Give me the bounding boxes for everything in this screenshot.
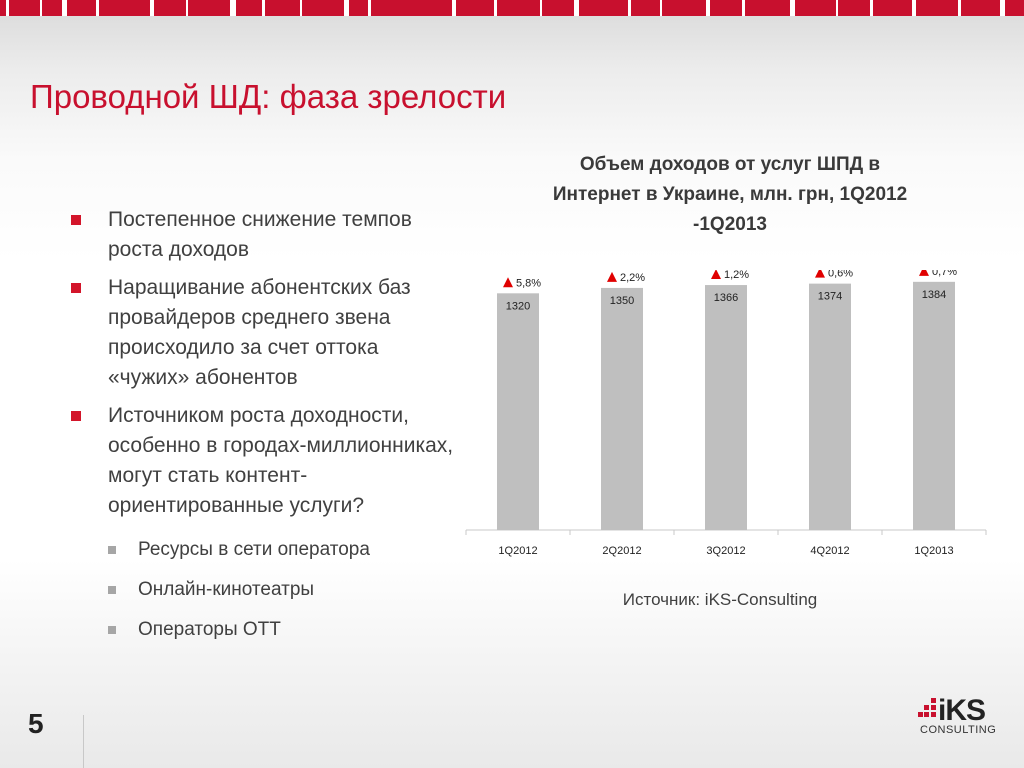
x-category-label: 1Q2012 (498, 545, 537, 557)
sub-bullet-item: Онлайн-кинотеатры (68, 577, 458, 603)
growth-label: 2,2% (620, 272, 645, 284)
logo-squares-icon (918, 698, 936, 717)
page-number: 5 (28, 708, 44, 739)
growth-up-triangle (503, 277, 513, 288)
sub-bullet-square-icon (108, 626, 116, 634)
source-note: Источник: iKS-Consulting (622, 590, 818, 609)
sub-bullet-square-icon (108, 586, 116, 594)
sub-bullet-item: Ресурсы в сети оператора (68, 537, 458, 563)
x-category-label: 1Q2013 (914, 545, 953, 557)
revenue-bar-chart: 1320 5,8% 1Q2012 1350 2,2% 2Q2012 1366 1,2% 3Q20… (465, 270, 987, 557)
bullet-list: Постепенное снижение темпов роста доходо… (68, 205, 458, 657)
sub-bullet-text: Ресурсы в сети оператора (138, 539, 370, 560)
sub-bullet-text: Онлайн-кинотеатры (138, 579, 315, 600)
growth-up-triangle (607, 271, 617, 282)
chart-title: Объем доходов от услуг ШПД в Интернет в … (552, 154, 908, 235)
growth-label: 5,8% (516, 277, 541, 289)
x-category-label: 4Q2012 (810, 545, 849, 557)
bar (705, 285, 747, 530)
bullet-square-icon (71, 215, 81, 225)
sub-bullet-square-icon (108, 546, 116, 554)
bar (809, 283, 851, 530)
bullet-item: Источником роста доходности, особенно в … (68, 401, 458, 521)
growth-up-triangle (815, 270, 825, 278)
growth-label: 1,2% (724, 270, 749, 281)
bullet-square-icon (71, 411, 81, 421)
growth-label: 0,6% (828, 270, 853, 280)
bar-value-label: 1384 (922, 289, 946, 301)
bullet-text: Постепенное снижение темпов роста доходо… (108, 208, 412, 261)
bullet-text: Наращивание абонентских баз провайдеров … (108, 276, 411, 389)
company-logo: iKS CONSULTING (918, 694, 998, 740)
bar-value-label: 1320 (506, 300, 530, 312)
growth-label: 0,7% (932, 270, 957, 278)
footer-divider (83, 715, 84, 768)
bar-value-label: 1374 (818, 291, 842, 303)
bullet-text: Источником роста доходности, особенно в … (108, 404, 454, 517)
bar-value-label: 1366 (714, 292, 738, 304)
bullet-item: Наращивание абонентских баз провайдеров … (68, 273, 458, 393)
sub-bullet-text: Операторы ОТТ (138, 619, 281, 640)
decorative-top-stripe (0, 0, 1024, 16)
bar (601, 287, 643, 530)
bar-value-label: 1350 (610, 295, 634, 307)
logo-subtext: CONSULTING (920, 724, 997, 736)
growth-up-triangle (919, 270, 929, 276)
slide-title: Проводной ШД: фаза зрелости (30, 78, 507, 115)
bar (497, 293, 539, 530)
x-category-label: 2Q2012 (602, 545, 641, 557)
x-category-label: 3Q2012 (706, 545, 745, 557)
bar (913, 281, 955, 530)
logo-text: iKS (938, 694, 986, 727)
growth-up-triangle (711, 270, 721, 280)
sub-bullet-item: Операторы ОТТ (68, 617, 458, 643)
bullet-item: Постепенное снижение темпов роста доходо… (68, 205, 458, 265)
bullet-square-icon (71, 283, 81, 293)
